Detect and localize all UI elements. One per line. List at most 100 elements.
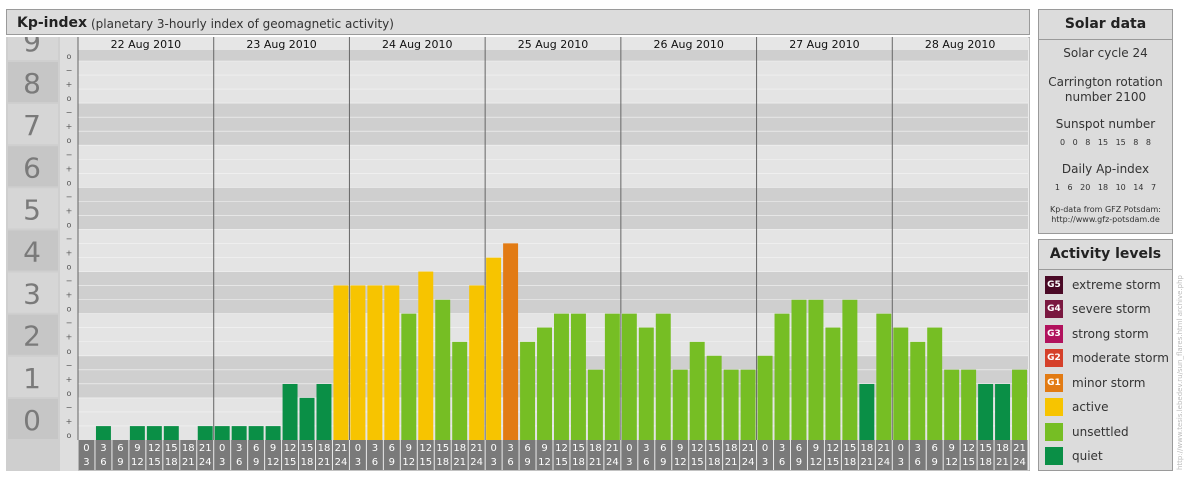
interval-label-end: 6 bbox=[372, 457, 378, 468]
interval-label-end: 21 bbox=[182, 457, 195, 468]
y-tick-cell bbox=[8, 146, 58, 187]
kp-band bbox=[78, 313, 1028, 356]
solar-cycle-text: Solar cycle 24 bbox=[1063, 46, 1148, 60]
interval-cell bbox=[926, 440, 943, 470]
y-tick-label: 5 bbox=[23, 193, 41, 226]
interval-cell bbox=[824, 440, 841, 470]
interval-cell bbox=[451, 440, 468, 470]
sub-tick-label: o bbox=[67, 136, 72, 145]
ap-index-values: 1 6 20 18 10 14 7 bbox=[1054, 183, 1157, 192]
legend-swatch-quiet bbox=[1045, 447, 1063, 465]
interval-label-end: 21 bbox=[589, 457, 602, 468]
interval-label-start: 12 bbox=[827, 443, 840, 454]
sunspot-label: Sunspot number bbox=[1055, 117, 1156, 131]
interval-cell bbox=[994, 440, 1011, 470]
interval-cell bbox=[468, 440, 485, 470]
interval-label-end: 12 bbox=[810, 457, 823, 468]
y-tick-cell bbox=[8, 272, 58, 313]
interval-cell bbox=[197, 440, 214, 470]
kp-bar bbox=[689, 341, 705, 443]
interval-cell bbox=[892, 440, 909, 470]
interval-label-start: 3 bbox=[779, 443, 785, 454]
kp-bar bbox=[808, 299, 824, 443]
credit-line2: http://www.gfz-potsdam.de bbox=[1051, 215, 1160, 224]
interval-label-start: 6 bbox=[932, 443, 938, 454]
interval-label-end: 18 bbox=[708, 457, 721, 468]
interval-label-start: 18 bbox=[860, 443, 873, 454]
legend-swatch-g1: G1 bbox=[1045, 374, 1063, 392]
interval-label-end: 12 bbox=[538, 457, 551, 468]
interval-label-start: 21 bbox=[877, 443, 890, 454]
kp-bar bbox=[163, 426, 179, 443]
interval-cell bbox=[909, 440, 926, 470]
interval-label-end: 9 bbox=[524, 457, 530, 468]
kp-bar bbox=[842, 299, 858, 443]
kp-bar bbox=[197, 426, 213, 443]
interval-label-start: 18 bbox=[589, 443, 602, 454]
interval-label-end: 15 bbox=[962, 457, 975, 468]
kp-bar bbox=[927, 327, 943, 443]
interval-cell bbox=[366, 440, 383, 470]
interval-label-end: 6 bbox=[100, 457, 106, 468]
legend-swatch-g5: G5 bbox=[1045, 276, 1063, 294]
ap-index-label: Daily Ap-index bbox=[1061, 162, 1150, 176]
interval-label-end: 18 bbox=[572, 457, 585, 468]
interval-cell bbox=[977, 440, 994, 470]
interval-label-start: 9 bbox=[948, 443, 954, 454]
interval-cell bbox=[875, 440, 892, 470]
interval-label-start: 0 bbox=[219, 443, 225, 454]
interval-label-start: 3 bbox=[236, 443, 242, 454]
interval-label-start: 18 bbox=[318, 443, 331, 454]
legend-item-unsettled: unsettled bbox=[1045, 423, 1170, 443]
y-tick-label: 2 bbox=[23, 320, 41, 353]
sub-tick-label: o bbox=[67, 389, 72, 398]
sub-tick-label: + bbox=[66, 80, 73, 89]
interval-label-end: 18 bbox=[165, 457, 178, 468]
kp-bar bbox=[910, 341, 926, 443]
legend-swatch-g4: G4 bbox=[1045, 300, 1063, 318]
interval-label-end: 15 bbox=[148, 457, 161, 468]
interval-cell bbox=[299, 440, 315, 470]
sub-tick-label: o bbox=[67, 220, 72, 229]
carrington-label-line2: number 2100 bbox=[1064, 90, 1147, 104]
interval-label-end: 24 bbox=[877, 457, 890, 468]
interval-cell bbox=[400, 440, 417, 470]
interval-label-end: 3 bbox=[626, 457, 632, 468]
interval-label-end: 18 bbox=[844, 457, 857, 468]
kp-bar bbox=[961, 369, 977, 443]
interval-label-end: 21 bbox=[996, 457, 1009, 468]
interval-label-start: 15 bbox=[844, 443, 857, 454]
interval-label-end: 24 bbox=[606, 457, 619, 468]
interval-label-start: 0 bbox=[355, 443, 361, 454]
interval-cell bbox=[180, 440, 197, 470]
solar-data-title: Solar data bbox=[1064, 16, 1147, 32]
interval-cell bbox=[723, 440, 740, 470]
interval-label-start: 21 bbox=[606, 443, 619, 454]
legend-item-g5: G5 extreme storm bbox=[1045, 276, 1170, 296]
kp-bar bbox=[265, 426, 281, 443]
interval-label-start: 0 bbox=[898, 443, 904, 454]
interval-label-end: 21 bbox=[318, 457, 331, 468]
kp-bar bbox=[282, 383, 298, 443]
sub-tick-label: − bbox=[66, 361, 73, 370]
interval-label-end: 9 bbox=[117, 457, 123, 468]
interval-label-start: 15 bbox=[572, 443, 585, 454]
legend-label-quiet: quiet bbox=[1072, 449, 1103, 463]
sub-tick-label: − bbox=[66, 66, 73, 75]
interval-cell bbox=[214, 440, 231, 470]
interval-label-start: 18 bbox=[996, 443, 1009, 454]
legend-swatch-g3: G3 bbox=[1045, 325, 1063, 343]
interval-label-start: 9 bbox=[813, 443, 819, 454]
interval-cell bbox=[604, 440, 621, 470]
interval-cell bbox=[689, 440, 706, 470]
legend-item-g1: G1 minor storm bbox=[1045, 374, 1170, 394]
kp-bar bbox=[723, 369, 739, 443]
kp-band bbox=[78, 50, 1028, 61]
day-label: 28 Aug 2010 bbox=[925, 38, 995, 51]
interval-label-end: 6 bbox=[236, 457, 242, 468]
kp-bar bbox=[774, 313, 790, 443]
kp-bar bbox=[316, 383, 332, 443]
interval-label-end: 6 bbox=[779, 457, 785, 468]
sub-tick-label: o bbox=[67, 305, 72, 314]
interval-label-end: 24 bbox=[470, 457, 483, 468]
